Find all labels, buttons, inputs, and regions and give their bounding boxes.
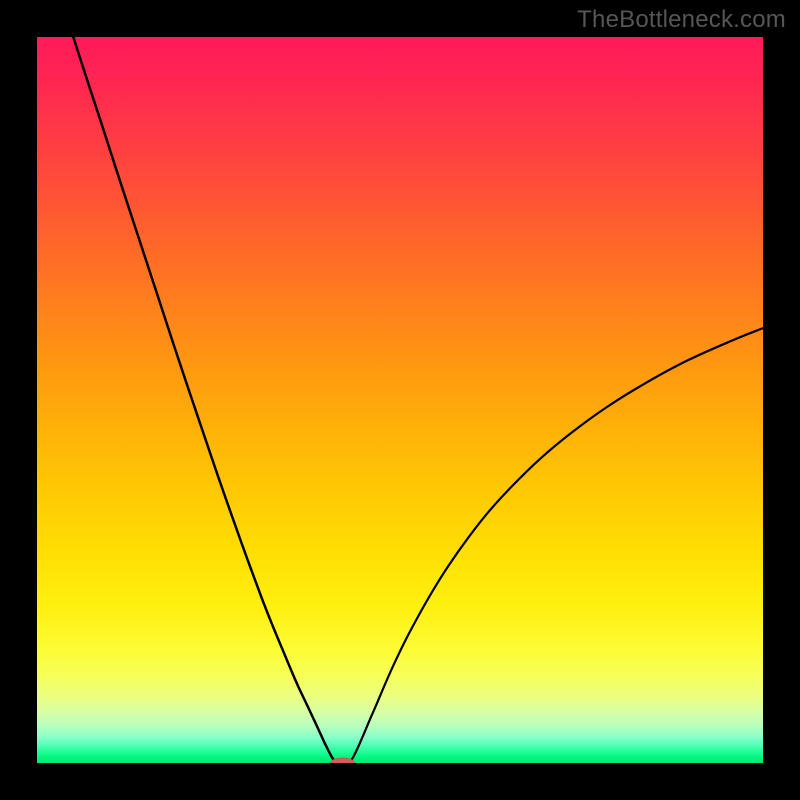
watermark-text: TheBottleneck.com (577, 6, 786, 34)
bottleneck-chart (37, 37, 763, 763)
chart-background (37, 37, 763, 763)
